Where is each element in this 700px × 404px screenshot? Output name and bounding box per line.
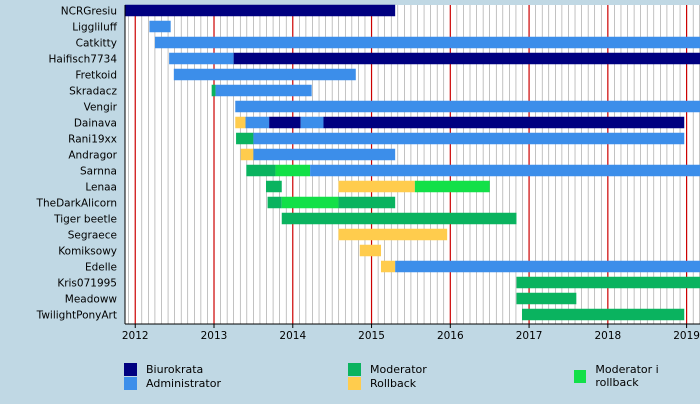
legend-label: Rollback <box>370 377 417 390</box>
x-tick-label: 2019 <box>673 330 700 342</box>
row-label: Andragor <box>68 150 117 162</box>
bar-mod <box>236 132 254 145</box>
row-label: Kris071995 <box>57 278 117 290</box>
bar-rb <box>338 228 448 241</box>
x-tick-label: 2016 <box>437 330 464 342</box>
row-label: Segraece <box>68 230 117 242</box>
bar-adm <box>300 116 324 129</box>
row-label: Skradacz <box>69 86 117 98</box>
bar-rb <box>380 260 396 273</box>
bar-adm <box>253 148 396 161</box>
legend-swatch <box>348 363 361 376</box>
legend-label: Moderator i rollback <box>595 363 659 389</box>
row-label: Tiger beetle <box>53 214 117 226</box>
bar-layer <box>125 4 700 321</box>
bar-rb <box>235 116 246 129</box>
bar-adm <box>395 260 700 273</box>
row-label: Vengir <box>84 102 118 114</box>
legend-label: Moderator <box>370 363 427 376</box>
legend-swatch <box>124 377 137 390</box>
bar-mod <box>338 196 396 209</box>
bar-adm <box>173 68 356 81</box>
label-layer: NCRGresiu Liggliluff Catkitty Haifisch7734 F… <box>36 6 118 322</box>
row-label: Fretkoid <box>75 70 117 82</box>
row-label: Edelle <box>85 262 117 274</box>
row-label: Catkitty <box>76 38 117 50</box>
bar-mod <box>281 212 517 225</box>
bar-mod <box>265 180 282 193</box>
row-label: Liggliluff <box>72 22 118 34</box>
bar-adm <box>310 164 700 177</box>
x-tick-label: 2018 <box>594 330 621 342</box>
bar-adm <box>253 132 685 145</box>
x-tick-label: 2012 <box>122 330 149 342</box>
row-label: Meadoww <box>65 294 118 306</box>
legend-item-modrb: Moderator i rollback <box>574 363 700 389</box>
bar-mod <box>516 292 577 305</box>
bar-adm <box>149 20 171 33</box>
bar-bur <box>125 4 396 17</box>
bar-modrb <box>275 164 311 177</box>
bar-adm <box>169 52 234 65</box>
bar-mod <box>211 84 216 97</box>
x-tick-label: 2013 <box>201 330 228 342</box>
bar-modrb <box>414 180 490 193</box>
bar-bur <box>323 116 685 129</box>
legend-item-rb: Rollback <box>348 377 416 390</box>
legend-label: Administrator <box>146 377 221 390</box>
bar-bur <box>233 52 700 65</box>
legend-item-adm: Administrator <box>124 377 221 390</box>
bar-adm <box>245 116 270 129</box>
row-label: NCRGresiu <box>61 6 117 18</box>
bar-modrb <box>281 196 339 209</box>
x-tick-label: 2014 <box>279 330 306 342</box>
bar-adm <box>154 36 700 49</box>
legend-item-mod: Moderator <box>348 363 427 376</box>
row-label: TheDarkAlicorn <box>36 198 117 210</box>
row-label: Komiksowy <box>58 246 117 258</box>
row-label: Dainava <box>74 118 117 130</box>
bar-adm <box>215 84 312 97</box>
bar-mod <box>516 276 700 289</box>
legend-swatch <box>124 363 137 376</box>
legend-swatch <box>348 377 361 390</box>
bar-rb <box>240 148 254 161</box>
x-tick-label: 2017 <box>516 330 543 342</box>
row-label: Rani19xx <box>68 134 117 146</box>
bar-mod <box>521 308 685 321</box>
row-label: Haifisch7734 <box>49 54 118 66</box>
bar-mod <box>267 196 282 209</box>
bar-bur <box>269 116 301 129</box>
bar-rb <box>359 244 381 257</box>
bar-adm <box>235 100 700 113</box>
x-tick-label: 2015 <box>358 330 385 342</box>
row-label: Lenaa <box>85 182 117 194</box>
legend-swatch <box>574 369 587 383</box>
row-label: Sarnna <box>80 166 117 178</box>
bar-mod <box>246 164 276 177</box>
row-label: TwilightPonyArt <box>36 310 117 322</box>
bar-rb <box>338 180 415 193</box>
legend-item-bur: Biurokrata <box>124 363 203 376</box>
tick-layer: 2012 2013 2014 2015 2016 2017 2018 2019 <box>122 324 700 342</box>
legend-label: Biurokrata <box>146 363 204 376</box>
